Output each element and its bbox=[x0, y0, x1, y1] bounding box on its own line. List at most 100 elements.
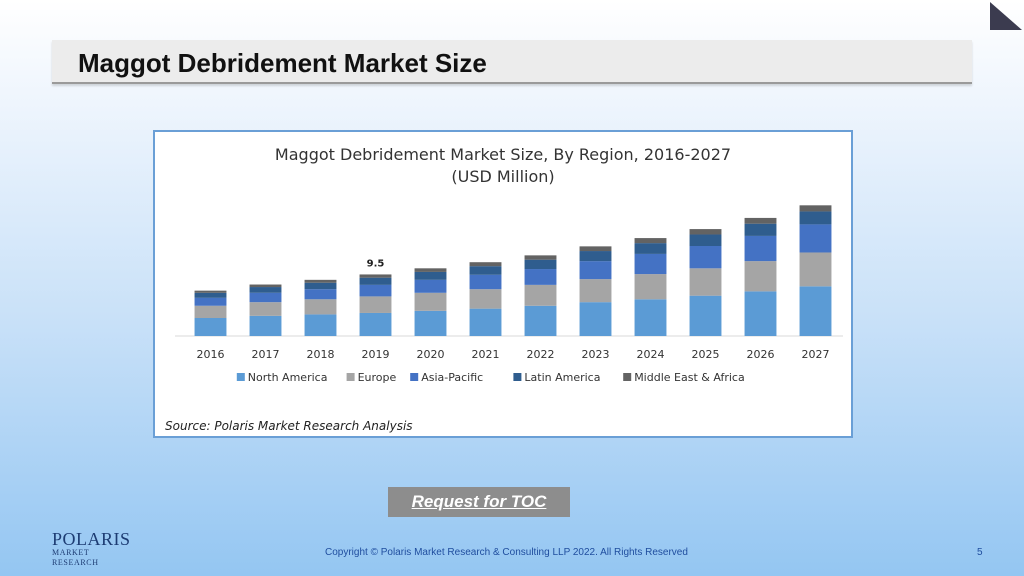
slide-title: Maggot Debridement Market Size bbox=[78, 48, 487, 78]
bar-segment-2024-1 bbox=[634, 274, 667, 300]
bar-segment-2022-1 bbox=[524, 284, 557, 306]
legend-label: Asia-Pacific bbox=[421, 371, 483, 384]
legend-swatch bbox=[513, 373, 522, 381]
bar-segment-2023-3 bbox=[579, 251, 612, 262]
legend-swatch bbox=[623, 373, 632, 381]
legend: North America Europe Asia-Pacific Latin Ame… bbox=[236, 371, 745, 384]
bar-segment-2022-3 bbox=[524, 259, 557, 270]
bar-segment-2021-4 bbox=[469, 262, 502, 267]
bar-segment-2025-2 bbox=[689, 246, 722, 269]
logo-tagline: MARKET RESEARCH bbox=[52, 548, 99, 567]
legend-label: North America bbox=[248, 371, 328, 384]
legend-swatch bbox=[410, 373, 419, 381]
bar-segment-2018-4 bbox=[304, 279, 337, 283]
bar-segment-2021-3 bbox=[469, 266, 502, 275]
x-tick-label: 2024 bbox=[637, 348, 665, 361]
legend-label: Europe bbox=[358, 371, 397, 384]
bar-segment-2027-0 bbox=[799, 286, 832, 336]
x-tick-label: 2016 bbox=[197, 348, 225, 361]
legend-label: Middle East & Africa bbox=[634, 371, 745, 384]
x-tick-label: 2023 bbox=[582, 348, 610, 361]
source-note: Source: Polaris Market Research Analysis bbox=[165, 419, 413, 433]
chart-title: Maggot Debridement Market Size, By Regio… bbox=[275, 145, 731, 164]
page-number: 5 bbox=[977, 547, 983, 558]
bar-segment-2026-1 bbox=[744, 261, 777, 292]
chart-subtitle: (USD Million) bbox=[451, 167, 554, 186]
bar-segment-2019-0 bbox=[359, 312, 392, 336]
x-tick-label: 2026 bbox=[747, 348, 775, 361]
bar-segment-2023-2 bbox=[579, 261, 612, 280]
bar-segment-2026-3 bbox=[744, 223, 777, 236]
bar-segment-2023-1 bbox=[579, 279, 612, 303]
bar-segment-2024-2 bbox=[634, 253, 667, 275]
bar-segment-2020-4 bbox=[414, 268, 447, 272]
bar-segment-2017-4 bbox=[249, 284, 282, 288]
bar-segment-2025-4 bbox=[689, 229, 722, 235]
data-label: 9.5 bbox=[367, 258, 385, 269]
x-tick-label: 2017 bbox=[252, 348, 280, 361]
bar-segment-2022-0 bbox=[524, 305, 557, 336]
x-tick-label: 2021 bbox=[472, 348, 500, 361]
bar-segment-2020-0 bbox=[414, 310, 447, 336]
bar-segment-2023-4 bbox=[579, 246, 612, 252]
bar-segment-2021-1 bbox=[469, 289, 502, 309]
corner-triangle-decoration bbox=[990, 2, 1022, 30]
polaris-logo[interactable]: POLARIS MARKET RESEARCH bbox=[52, 530, 132, 568]
bar-segment-2025-3 bbox=[689, 234, 722, 246]
bar-segment-2018-2 bbox=[304, 289, 337, 300]
bar-segment-2020-3 bbox=[414, 271, 447, 280]
bar-segment-2016-3 bbox=[194, 292, 227, 298]
legend-label: Latin America bbox=[524, 371, 600, 384]
bar-segment-2017-3 bbox=[249, 287, 282, 293]
bars-group bbox=[194, 205, 832, 336]
bar-segment-2017-2 bbox=[249, 292, 282, 303]
x-tick-label: 2022 bbox=[527, 348, 555, 361]
bar-segment-2025-0 bbox=[689, 295, 722, 336]
bar-segment-2026-2 bbox=[744, 235, 777, 262]
legend-swatch bbox=[236, 373, 245, 381]
request-toc-button[interactable]: Request for TOC bbox=[388, 487, 570, 517]
bar-segment-2024-3 bbox=[634, 243, 667, 254]
x-tick-label: 2018 bbox=[307, 348, 335, 361]
x-tick-label: 2027 bbox=[802, 348, 830, 361]
bar-segment-2025-1 bbox=[689, 268, 722, 296]
bar-segment-2020-2 bbox=[414, 279, 447, 293]
slide-title-bar: Maggot Debridement Market Size bbox=[52, 40, 972, 84]
bar-segment-2026-0 bbox=[744, 291, 777, 336]
x-tick-label: 2019 bbox=[362, 348, 390, 361]
bar-segment-2016-0 bbox=[194, 318, 227, 336]
bar-segment-2027-4 bbox=[799, 205, 832, 212]
bar-segment-2023-0 bbox=[579, 302, 612, 336]
bar-segment-2018-0 bbox=[304, 314, 337, 336]
chart-svg: Maggot Debridement Market Size, By Regio… bbox=[175, 145, 843, 384]
x-tick-label: 2020 bbox=[417, 348, 445, 361]
annotations-group: 9.5 bbox=[367, 258, 385, 269]
bar-segment-2022-4 bbox=[524, 255, 557, 260]
bar-segment-2021-0 bbox=[469, 308, 502, 336]
x-tick-label: 2025 bbox=[692, 348, 720, 361]
bar-segment-2018-1 bbox=[304, 299, 337, 315]
x-tick-labels: 2016 2017 2018 2019 2020 2021 2022 2023 2024 2025… bbox=[197, 348, 830, 361]
bar-segment-2019-3 bbox=[359, 277, 392, 285]
bar-segment-2026-4 bbox=[744, 217, 777, 224]
copyright-text: Copyright © Polaris Market Research & Co… bbox=[325, 547, 688, 558]
bar-segment-2022-2 bbox=[524, 269, 557, 285]
bar-segment-2024-4 bbox=[634, 238, 667, 244]
legend-swatch bbox=[346, 373, 355, 381]
logo-wordmark: POLARIS bbox=[52, 529, 131, 549]
bar-segment-2027-3 bbox=[799, 211, 832, 225]
bar-segment-2017-1 bbox=[249, 302, 282, 316]
bar-segment-2024-0 bbox=[634, 299, 667, 336]
bar-segment-2020-1 bbox=[414, 292, 447, 311]
bar-segment-2027-1 bbox=[799, 252, 832, 287]
bar-segment-2018-3 bbox=[304, 282, 337, 290]
bar-segment-2021-2 bbox=[469, 274, 502, 290]
bar-segment-2019-4 bbox=[359, 274, 392, 278]
bar-segment-2016-2 bbox=[194, 297, 227, 306]
bar-segment-2017-0 bbox=[249, 315, 282, 336]
bar-segment-2027-2 bbox=[799, 224, 832, 253]
bar-segment-2016-1 bbox=[194, 305, 227, 318]
bar-segment-2019-2 bbox=[359, 284, 392, 297]
bar-segment-2016-4 bbox=[194, 290, 227, 293]
chart-card: Maggot Debridement Market Size, By Regio… bbox=[153, 130, 853, 438]
